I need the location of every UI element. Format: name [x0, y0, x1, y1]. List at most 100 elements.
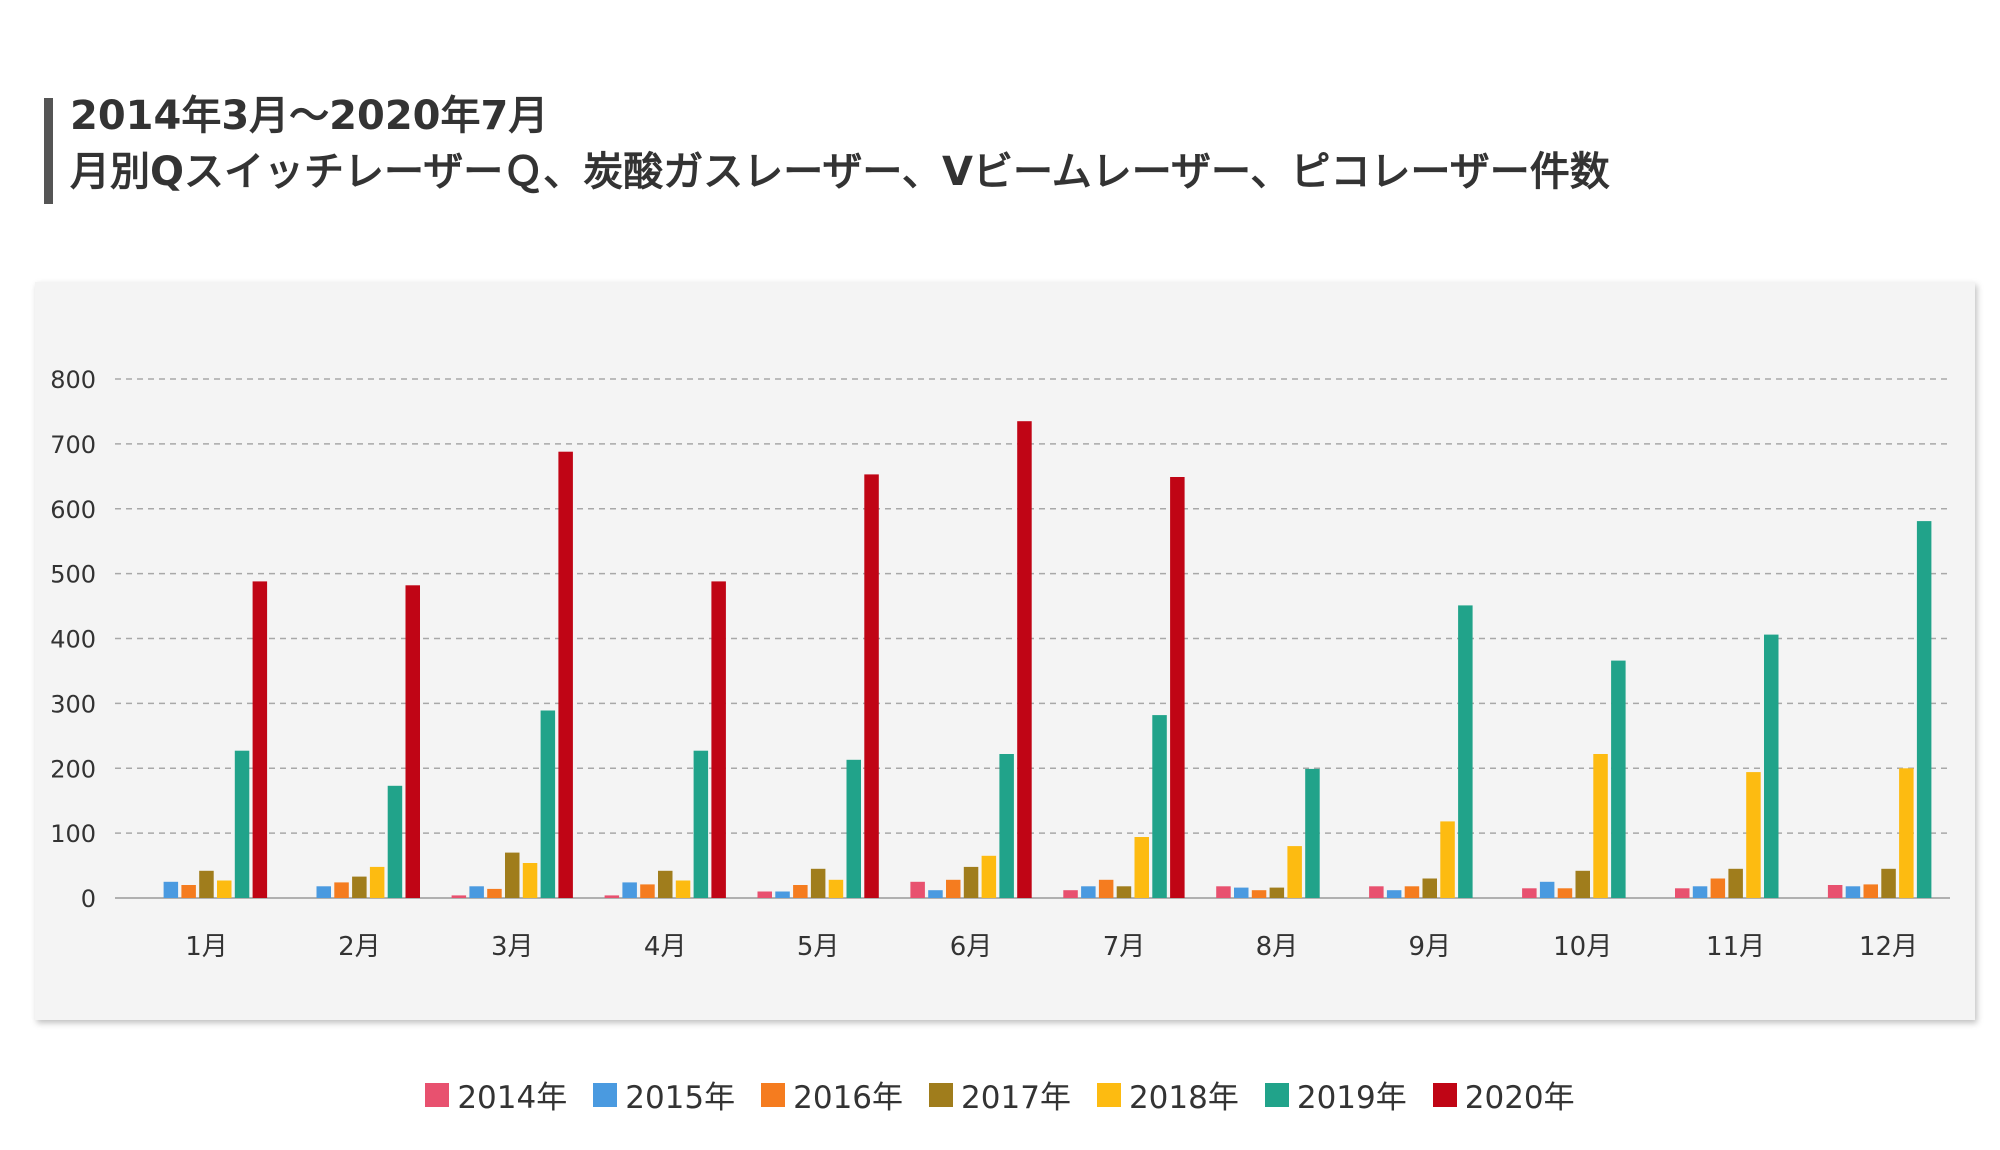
bar-group-11 — [1675, 634, 1779, 898]
bar-2019年-6月 — [999, 754, 1014, 898]
bar-2014年-4月 — [604, 895, 620, 898]
legend-label: 2020年 — [1464, 1080, 1575, 1116]
bar-2017年-11月 — [1728, 868, 1743, 898]
bar-2016年-12月 — [1863, 884, 1878, 898]
bar-2014年-10月 — [1522, 888, 1537, 898]
bar-2020年-1月 — [252, 581, 268, 898]
bar-group-9 — [1369, 605, 1473, 898]
bar-2017年-7月 — [1116, 886, 1132, 898]
legend-label: 2019年 — [1296, 1080, 1407, 1116]
bar-2016年-10月 — [1557, 888, 1573, 898]
bar-group-5 — [757, 474, 879, 898]
x-tick-label: 4月 — [644, 932, 687, 962]
bar-2015年-8月 — [1234, 887, 1249, 898]
bar-2019年-9月 — [1458, 605, 1473, 898]
legend-label: 2018年 — [1128, 1080, 1239, 1116]
bar-2019年-7月 — [1152, 715, 1167, 898]
legend-label: 2016年 — [793, 1080, 904, 1116]
bar-group-6 — [910, 421, 1032, 898]
bar-2019年-2月 — [387, 785, 403, 898]
bar-2020年-3月 — [558, 451, 573, 898]
legend-swatch — [1432, 1082, 1457, 1107]
bar-2018年-8月 — [1287, 846, 1302, 898]
x-tick-label: 6月 — [950, 932, 993, 962]
bar-2019年-1月 — [234, 750, 250, 898]
x-tick-label: 1月 — [185, 932, 228, 962]
legend-item: 2016年 — [761, 1072, 903, 1117]
y-tick-label-300: 300 — [50, 690, 96, 718]
bar-group-7 — [1063, 477, 1185, 898]
bar-2020年-6月 — [1017, 421, 1032, 898]
bar-2017年-5月 — [810, 868, 826, 898]
bar-2016年-5月 — [793, 885, 808, 898]
chart-title-line-2: 月別QスイッチレーザーＱ、炭酸ガスレーザー、Vビームレーザー、ピコレーザー件数 — [70, 149, 1610, 195]
bar-2019年-10月 — [1611, 660, 1626, 898]
bar-2015年-6月 — [928, 890, 943, 898]
chart-legend: 2014年 2015年 2016年 2017年 2018年 2019年 2020年 — [0, 1072, 2000, 1117]
bar-2020年-5月 — [864, 474, 879, 898]
bar-group-3 — [451, 451, 573, 898]
bar-2016年-8月 — [1251, 890, 1267, 898]
bar-2020年-2月 — [405, 585, 420, 898]
bar-2016年-7月 — [1098, 879, 1114, 898]
bar-2015年-1月 — [163, 881, 179, 898]
y-tick-label-100: 100 — [50, 820, 96, 848]
legend-swatch — [425, 1082, 450, 1107]
bar-2020年-7月 — [1170, 477, 1185, 898]
bar-2015年-9月 — [1386, 890, 1402, 898]
bar-2014年-7月 — [1063, 890, 1078, 898]
bar-2014年-8月 — [1216, 886, 1231, 898]
bar-group-4 — [604, 581, 726, 898]
legend-label: 2014年 — [457, 1080, 568, 1116]
x-tick-label: 3月 — [491, 932, 534, 962]
legend-label: 2017年 — [961, 1080, 1071, 1116]
legend-item: 2017年 — [929, 1072, 1071, 1117]
legend-item: 2015年 — [593, 1072, 735, 1117]
legend-swatch — [929, 1082, 954, 1107]
bar-2017年-10月 — [1575, 870, 1590, 898]
bar-2015年-3月 — [469, 886, 484, 898]
bar-2014年-5月 — [757, 891, 772, 898]
x-tick-label: 11月 — [1706, 932, 1765, 962]
bar-group-2 — [316, 585, 420, 898]
bar-2019年-11月 — [1764, 634, 1779, 898]
bar-2019年-5月 — [846, 759, 861, 898]
y-tick-label-0: 0 — [81, 885, 96, 913]
x-tick-label: 7月 — [1103, 932, 1146, 962]
x-tick-label: 2月 — [338, 932, 381, 962]
bar-2018年-2月 — [369, 866, 385, 898]
legend-item: 2014年 — [425, 1072, 567, 1117]
bar-2019年-3月 — [540, 710, 556, 898]
legend-item: 2018年 — [1096, 1072, 1239, 1117]
bar-group-10 — [1522, 660, 1626, 898]
x-tick-label: 9月 — [1409, 932, 1452, 962]
legend-swatch — [593, 1082, 618, 1107]
bar-2018年-3月 — [522, 863, 538, 898]
legend-label: 2015年 — [625, 1080, 736, 1116]
bar-group-1 — [163, 581, 268, 898]
legend-swatch — [1264, 1082, 1289, 1107]
bar-2017年-4月 — [658, 870, 673, 898]
y-tick-label-200: 200 — [50, 755, 96, 783]
x-tick-label: 12月 — [1859, 932, 1918, 962]
bar-2017年-6月 — [963, 866, 979, 898]
legend-swatch — [761, 1082, 786, 1107]
bar-2014年-6月 — [910, 881, 925, 898]
bar-2016年-3月 — [487, 888, 502, 898]
bar-2017年-8月 — [1269, 887, 1285, 898]
title-accent-bar — [44, 98, 53, 204]
chart-title-line-1: 2014年3月〜2020年7月 — [70, 93, 549, 139]
legend-swatch — [1096, 1082, 1121, 1107]
bar-2016年-4月 — [640, 884, 655, 898]
bar-2018年-12月 — [1899, 768, 1914, 899]
bar-2016年-6月 — [946, 879, 961, 898]
legend-item: 2020年 — [1432, 1072, 1575, 1117]
bar-2018年-7月 — [1134, 837, 1149, 898]
bar-2019年-12月 — [1916, 521, 1932, 898]
bar-2015年-2月 — [316, 886, 331, 898]
bar-2017年-9月 — [1422, 878, 1437, 898]
bar-2019年-8月 — [1305, 768, 1320, 898]
bar-2018年-6月 — [981, 855, 997, 898]
bar-2015年-7月 — [1081, 886, 1096, 898]
